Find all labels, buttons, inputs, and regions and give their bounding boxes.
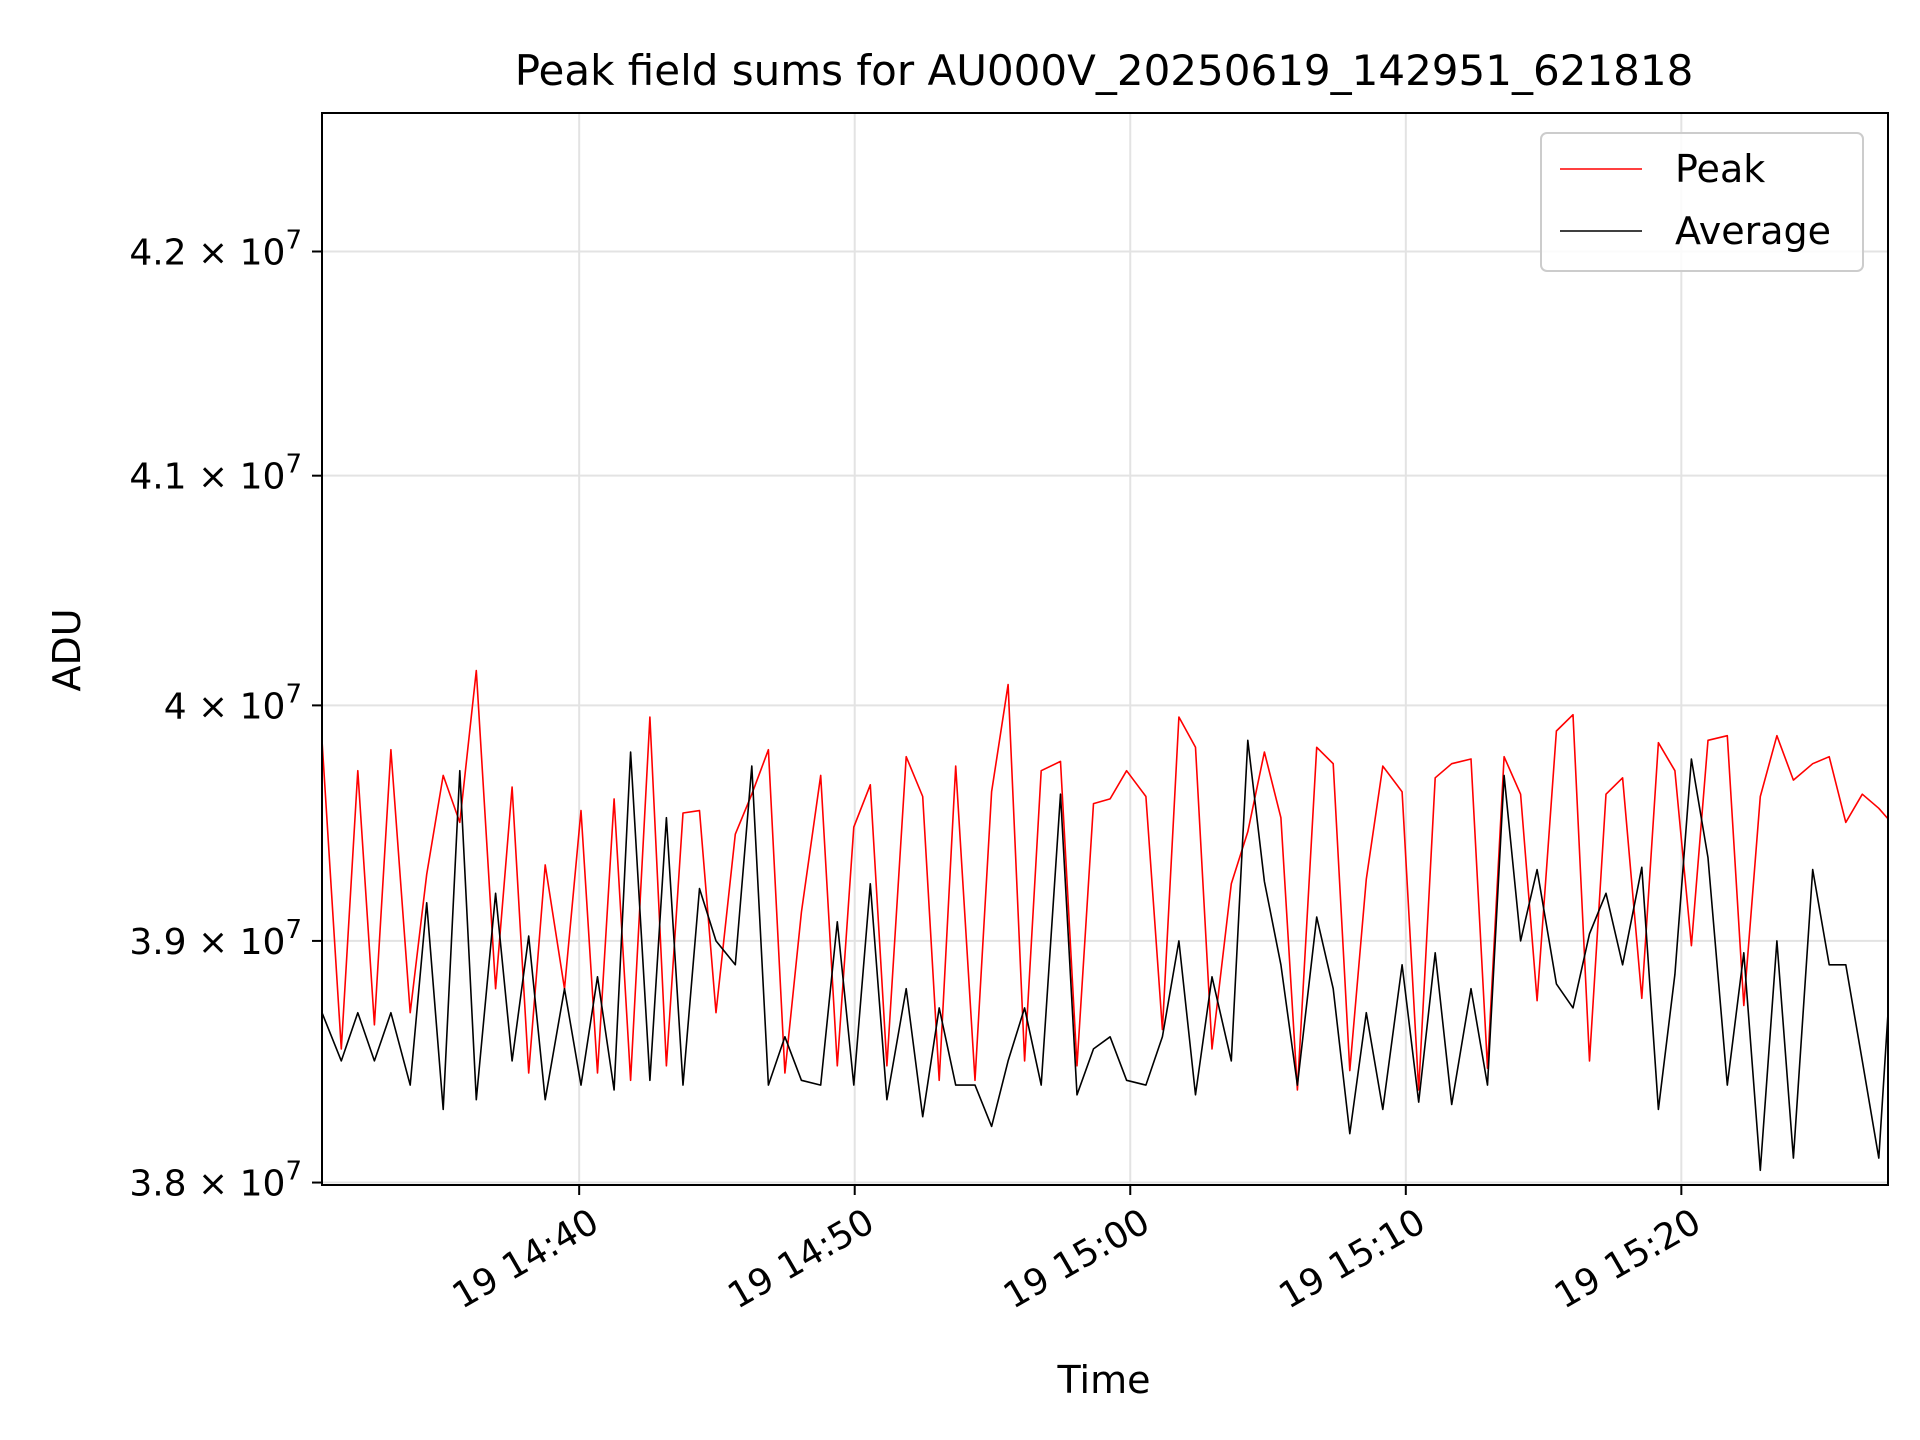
y-tick-exponent: 7	[285, 450, 302, 480]
y-axis-label: ADU	[45, 608, 89, 691]
series-line-peak	[322, 669, 1888, 1091]
y-tick-times: × 10	[187, 922, 286, 963]
series-line-average	[322, 739, 1888, 1172]
y-tick-mantissa: 4	[164, 686, 187, 727]
x-axis-label: Time	[1057, 1358, 1151, 1402]
y-tick-label: 4.1 × 107	[129, 450, 302, 498]
plot-frame	[321, 112, 1889, 1186]
y-tick-exponent: 7	[285, 915, 302, 945]
legend-label: Peak	[1675, 147, 1765, 191]
y-tick-label: 4.2 × 107	[129, 226, 302, 274]
legend-box	[1540, 132, 1864, 272]
y-tick-exponent: 7	[285, 1157, 302, 1187]
y-tick-mantissa: 3.8	[129, 1164, 186, 1205]
y-tick-label: 3.8 × 107	[129, 1157, 302, 1205]
y-tick-label: 3.9 × 107	[129, 915, 302, 963]
y-tick-exponent: 7	[285, 679, 302, 709]
legend-label: Average	[1675, 209, 1831, 253]
y-tick-times: × 10	[187, 233, 286, 274]
y-tick-times: × 10	[187, 686, 286, 727]
y-tick-times: × 10	[187, 1164, 286, 1205]
legend: Peak Average	[1540, 132, 1864, 272]
y-tick-mantissa: 4.1	[129, 457, 186, 498]
chart-title: Peak field sums for AU000V_20250619_1429…	[515, 46, 1694, 95]
series-group	[322, 669, 1888, 1172]
y-tick-mantissa: 3.9	[129, 922, 186, 963]
y-tick-label: 4 × 107	[164, 679, 302, 727]
y-tick-times: × 10	[187, 457, 286, 498]
y-tick-exponent: 7	[285, 226, 302, 256]
y-tick-mantissa: 4.2	[129, 233, 186, 274]
